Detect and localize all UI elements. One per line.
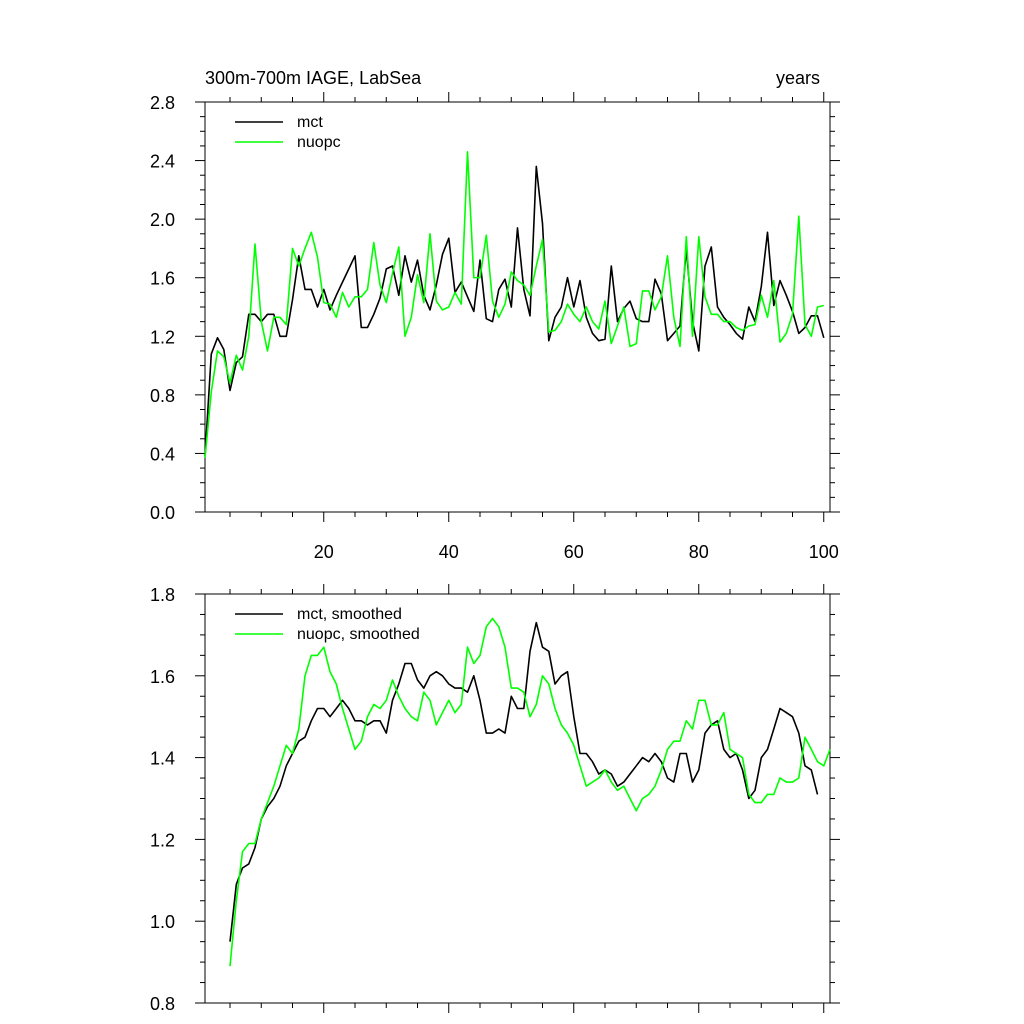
x-tick-label: 20	[314, 542, 334, 562]
bottom-panel: 0.8 1.0 1.2 1.4 1.6 1.8 mct, smoothed nuopc, sm…	[150, 584, 840, 1014]
top-panel: 0.0 0.4 0.8 1.2 1.6 2.0 2.4 2.8 20 40 60 80 100 300m-…	[150, 68, 840, 562]
plot-frame	[204, 593, 831, 1004]
y-tick-label: 1.6	[150, 667, 175, 687]
y-tick-label: 1.8	[150, 585, 175, 605]
series-line-0	[229, 621, 819, 942]
x-tick-label: 40	[439, 542, 459, 562]
legend-label-0: mct, smoothed	[297, 606, 402, 623]
y-tick-label: 1.2	[150, 327, 175, 347]
series-line-0	[204, 165, 825, 457]
y-tick-label: 0.8	[150, 994, 175, 1014]
legend-label-0: mct	[297, 114, 323, 131]
plot-frame	[204, 101, 831, 513]
y-tick-label: 0.8	[150, 386, 175, 406]
x-tick-label: 100	[809, 542, 839, 562]
chart-right-title: years	[776, 68, 820, 88]
x-tick-label: 60	[564, 542, 584, 562]
y-tick-label: 2.4	[150, 152, 175, 172]
y-tick-label: 0.0	[150, 503, 175, 523]
y-tick-label: 0.4	[150, 444, 175, 464]
y-tick-label: 1.2	[150, 830, 175, 850]
legend-label-1: nuopc	[297, 134, 341, 151]
y-tick-label: 1.0	[150, 912, 175, 932]
x-tick-label: 80	[689, 542, 709, 562]
y-tick-label: 2.0	[150, 210, 175, 230]
y-tick-label: 1.4	[150, 749, 175, 769]
y-tick-label: 2.8	[150, 93, 175, 113]
chart-title: 300m-700m IAGE, LabSea	[205, 68, 422, 88]
series-line-1	[204, 151, 824, 458]
legend-label-1: nuopc, smoothed	[297, 626, 420, 643]
y-tick-label: 1.6	[150, 269, 175, 289]
series-line-1	[229, 617, 831, 967]
